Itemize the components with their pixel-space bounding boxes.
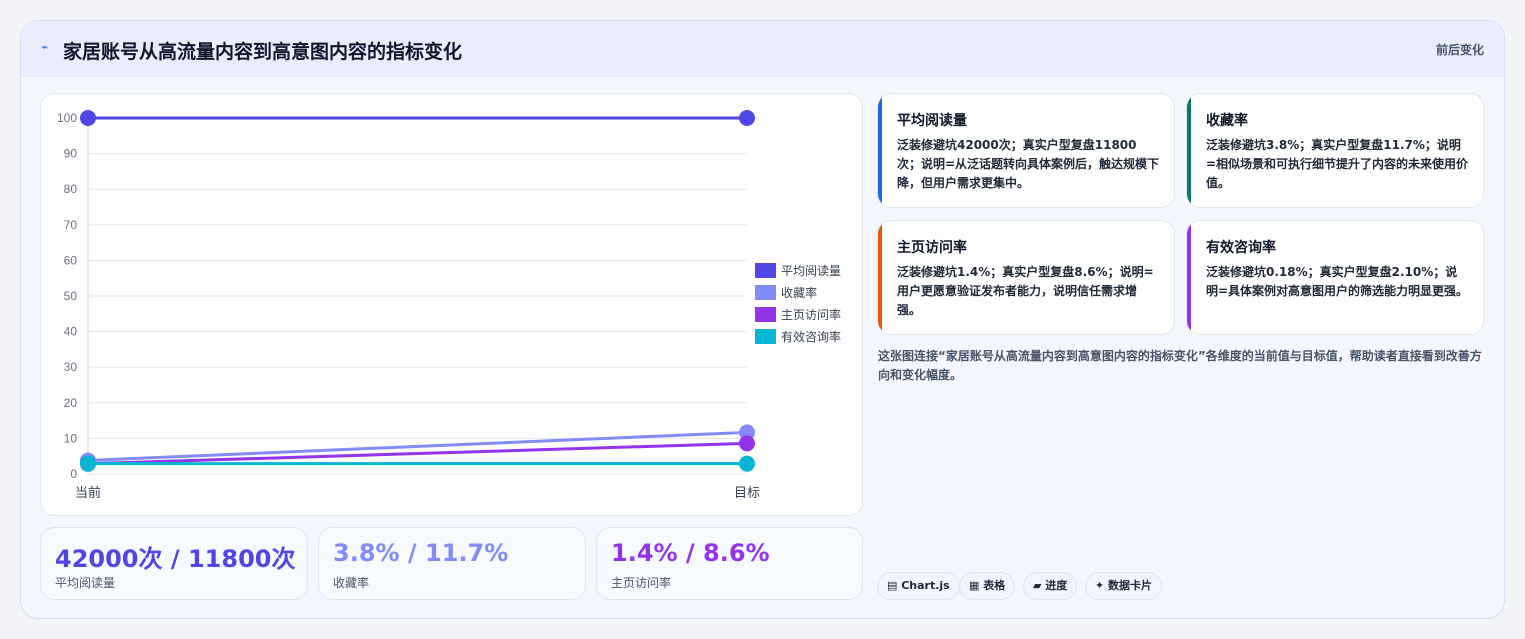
legend-label: 主页访问率 [781, 307, 841, 322]
card-accent [878, 94, 882, 207]
series-line [87, 430, 748, 462]
legend-swatch [755, 329, 776, 344]
y-tick-label: 50 [64, 289, 78, 303]
card-body: 泛装修避坑42000次；真实户型复盘11800次；说明=从泛话题转向具体案例后，… [897, 138, 1160, 190]
card-body: 泛装修避坑1.4%；真实户型复盘8.6%；说明=用户更愿意验证发布者能力，说明信… [897, 265, 1154, 317]
metric-card-inquiry: 有效咨询率 泛装修避坑0.18%；真实户型复盘2.10%；说明=具体案例对高意图… [1186, 220, 1484, 335]
chip-progress[interactable]: ▰ 进度 [1023, 572, 1078, 600]
data-point [80, 455, 96, 472]
stat-label: 收藏率 [333, 576, 370, 590]
legend-swatch [755, 307, 776, 322]
panel-tag: 前后变化 [1435, 43, 1484, 57]
card-body: 泛装修避坑0.18%；真实户型复盘2.10%；说明=具体案例对高意图用户的筛选能… [1206, 265, 1469, 298]
metric-card-homepage: 主页访问率 泛装修避坑1.4%；真实户型复盘8.6%；说明=用户更愿意验证发布者… [877, 220, 1175, 335]
data-point [739, 435, 755, 452]
data-point [739, 110, 755, 126]
y-tick-label: 90 [64, 147, 78, 161]
card-accent [878, 221, 882, 334]
card-title: 主页访问率 [897, 240, 967, 256]
x-tick-label: 当前 [75, 485, 101, 501]
y-tick-label: 60 [64, 253, 78, 267]
chip-table[interactable]: ▦ 表格 [959, 572, 1016, 600]
data-point [80, 110, 96, 126]
stat-value: 42000次 / 11800次 [55, 545, 296, 573]
card-body: 泛装修避坑3.8%；真实户型复盘11.7%；说明=相似场景和可执行细节提升了内容… [1206, 138, 1469, 190]
card-accent [1187, 221, 1191, 334]
data-point [739, 455, 755, 472]
y-tick-label: 40 [64, 325, 78, 339]
pulse-icon: ⌁ [41, 40, 49, 54]
legend-swatch [755, 263, 776, 278]
metric-card-reads: 平均阅读量 泛装修避坑42000次；真实户型复盘11800次；说明=从泛话题转向… [877, 93, 1175, 208]
card-title: 收藏率 [1206, 113, 1248, 129]
chart-svg: 0 10 20 30 40 50 60 70 80 90 100 当前 目标 平均阅读量收藏率主页访问率有… [57, 110, 841, 501]
metric-card-favorites: 收藏率 泛装修避坑3.8%；真实户型复盘11.7%；说明=相似场景和可执行细节提… [1186, 93, 1484, 208]
y-tick-label: 30 [64, 360, 78, 374]
stat-card-homepage: 1.4% / 8.6% 主页访问率 [596, 527, 863, 600]
x-tick-label: 目标 [734, 486, 760, 501]
card-title: 有效咨询率 [1206, 240, 1276, 256]
legend-label: 有效咨询率 [781, 329, 841, 344]
panel-header: ⌁ 家居账号从高流量内容到高意图内容的指标变化 前后变化 [21, 21, 1504, 77]
card-title: 平均阅读量 [897, 113, 967, 129]
y-tick-label: 100 [57, 111, 77, 125]
card-accent [1187, 94, 1191, 207]
panel-title: 家居账号从高流量内容到高意图内容的指标变化 [63, 41, 463, 63]
series-line [87, 441, 748, 466]
chip-chartjs[interactable]: ▤ Chart.js [877, 572, 960, 600]
data-point [739, 424, 755, 441]
y-tick-label: 10 [64, 431, 78, 445]
chip-data-cards[interactable]: ✦ 数据卡片 [1085, 572, 1163, 600]
y-tick-label: 80 [64, 182, 78, 196]
stat-card-reads: 42000次 / 11800次 平均阅读量 [40, 527, 308, 600]
line-chart: 0 10 20 30 40 50 60 70 80 90 100 当前 目标 平均阅读量收藏率主页访问率有… [40, 93, 863, 516]
stat-card-favorites: 3.8% / 11.7% 收藏率 [318, 527, 586, 600]
y-tick-label: 20 [64, 396, 78, 410]
metrics-panel: ⌁ 家居账号从高流量内容到高意图内容的指标变化 前后变化 0 10 20 30 40 50… [20, 20, 1505, 619]
stat-value: 1.4% / 8.6% [611, 539, 770, 567]
legend-label: 平均阅读量 [781, 264, 841, 278]
y-tick-label: 70 [64, 218, 78, 232]
stat-label: 平均阅读量 [55, 576, 116, 590]
legend-label: 收藏率 [781, 285, 817, 300]
stat-value: 3.8% / 11.7% [333, 539, 509, 567]
y-tick-label: 0 [70, 467, 77, 481]
chart-note: 这张图连接“家居账号从高流量内容到高意图内容的指标变化”各维度的当前值与目标值，… [878, 349, 1482, 382]
stat-label: 主页访问率 [611, 576, 672, 590]
legend-swatch [755, 285, 776, 300]
